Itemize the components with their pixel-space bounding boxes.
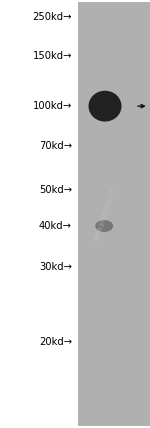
Bar (78, 2, 150, 426)
Text: www.ptglab.com: www.ptglab.com (93, 185, 117, 243)
Text: 70kd→: 70kd→ (39, 140, 72, 151)
Ellipse shape (95, 220, 113, 232)
Text: 100kd→: 100kd→ (33, 101, 72, 111)
Ellipse shape (88, 91, 122, 122)
Text: 20kd→: 20kd→ (39, 337, 72, 348)
Text: 40kd→: 40kd→ (39, 221, 72, 231)
Text: 150kd→: 150kd→ (33, 51, 72, 61)
Text: 50kd→: 50kd→ (39, 185, 72, 196)
Text: 30kd→: 30kd→ (39, 262, 72, 273)
Text: 250kd→: 250kd→ (33, 12, 72, 22)
